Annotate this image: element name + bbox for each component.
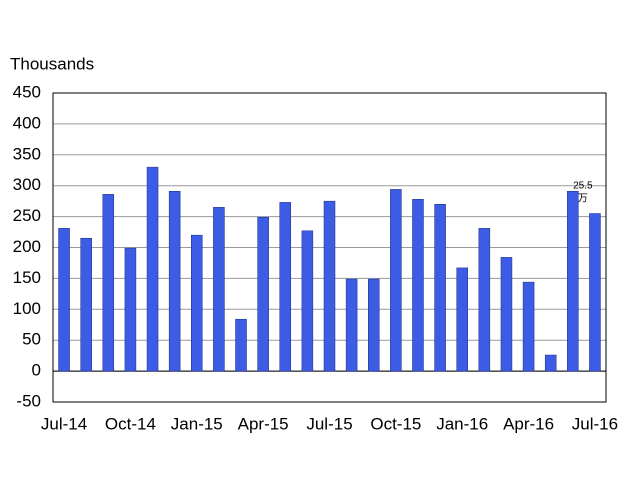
bar bbox=[544, 354, 557, 372]
annotation: 25.5 bbox=[573, 181, 593, 192]
x-tick-label: Jul-16 bbox=[572, 414, 618, 433]
x-tick-label: Apr-15 bbox=[238, 414, 289, 433]
bar bbox=[500, 257, 513, 372]
x-tick-label: Apr-16 bbox=[503, 414, 554, 433]
bar bbox=[168, 191, 181, 372]
y-tick-label: 300 bbox=[13, 175, 41, 194]
bar bbox=[235, 318, 247, 372]
bar bbox=[390, 189, 402, 372]
bar bbox=[191, 234, 203, 372]
x-tick-label: Jul-14 bbox=[41, 414, 87, 433]
y-tick-label: 250 bbox=[13, 206, 41, 225]
y-tick-label: 350 bbox=[13, 144, 41, 163]
y-tick-label: 200 bbox=[13, 237, 41, 256]
bar bbox=[522, 281, 535, 372]
y-tick-label: 150 bbox=[13, 268, 41, 287]
y-tick-label: 0 bbox=[32, 361, 41, 380]
plot-frame bbox=[52, 92, 607, 403]
bar bbox=[589, 213, 601, 372]
bar bbox=[367, 278, 380, 372]
bar bbox=[345, 278, 358, 372]
bar bbox=[257, 216, 269, 372]
x-tick-label: Oct-14 bbox=[105, 414, 156, 433]
x-tick-label: Jan-15 bbox=[171, 414, 223, 433]
bar bbox=[412, 199, 424, 372]
y-tick-label: -50 bbox=[16, 391, 41, 410]
bar bbox=[146, 166, 159, 372]
bar bbox=[58, 228, 70, 372]
y-tick-label: 450 bbox=[13, 82, 41, 101]
bar bbox=[213, 207, 225, 372]
bar bbox=[478, 228, 491, 372]
x-tick-label: Jan-16 bbox=[436, 414, 488, 433]
bar bbox=[456, 267, 468, 372]
bar bbox=[567, 191, 579, 372]
bar bbox=[124, 247, 137, 372]
y-tick-label: 50 bbox=[22, 330, 41, 349]
bar bbox=[301, 230, 314, 372]
x-tick-label: Oct-15 bbox=[370, 414, 421, 433]
y-tick-label: 100 bbox=[13, 299, 41, 318]
annotation: 万 bbox=[578, 194, 588, 205]
bar bbox=[279, 202, 292, 372]
bar bbox=[102, 194, 115, 372]
bar bbox=[323, 200, 336, 372]
x-tick-label: Jul-15 bbox=[306, 414, 352, 433]
bar bbox=[80, 237, 92, 372]
bar bbox=[434, 203, 446, 372]
y-tick-label: 400 bbox=[13, 113, 41, 132]
y-axis-label: Thousands bbox=[10, 54, 94, 73]
